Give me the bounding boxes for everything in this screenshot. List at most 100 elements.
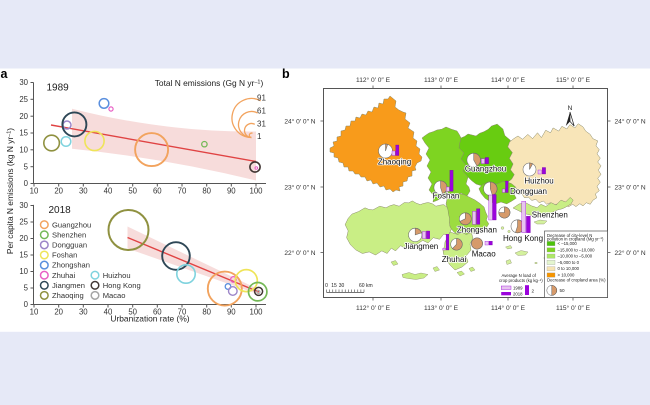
svg-text:50: 50 bbox=[128, 187, 137, 196]
svg-text:22° 0′ 0″ N: 22° 0′ 0″ N bbox=[615, 249, 646, 257]
svg-text:Jiangmen: Jiangmen bbox=[52, 281, 85, 290]
svg-text:Dongguan: Dongguan bbox=[52, 241, 87, 250]
svg-text:114° 0′ 0″ E: 114° 0′ 0″ E bbox=[491, 76, 526, 84]
svg-text:–15,000 to –10,000: –15,000 to –10,000 bbox=[558, 247, 596, 252]
svg-text:0 to 10,000: 0 to 10,000 bbox=[558, 266, 580, 271]
svg-text:115° 0′ 0″ E: 115° 0′ 0″ E bbox=[556, 76, 591, 84]
svg-text:20: 20 bbox=[54, 187, 63, 196]
svg-text:100: 100 bbox=[249, 308, 263, 317]
svg-text:10: 10 bbox=[30, 187, 39, 196]
svg-text:b: b bbox=[282, 67, 290, 81]
svg-text:Hong Kong: Hong Kong bbox=[103, 281, 141, 290]
svg-text:Per capita N emissions (kg N y: Per capita N emissions (kg N yr–1) bbox=[5, 128, 15, 254]
svg-text:15: 15 bbox=[331, 283, 337, 289]
svg-text:Urbanization rate (%): Urbanization rate (%) bbox=[110, 314, 189, 324]
svg-text:–10,000 to –5,000: –10,000 to –5,000 bbox=[558, 254, 593, 259]
svg-text:10: 10 bbox=[19, 145, 28, 154]
svg-text:61: 61 bbox=[257, 107, 266, 116]
svg-text:113° 0′ 0″ E: 113° 0′ 0″ E bbox=[424, 304, 459, 312]
svg-text:Guangzhou: Guangzhou bbox=[465, 165, 506, 174]
svg-text:113° 0′ 0″ E: 113° 0′ 0″ E bbox=[424, 76, 459, 84]
svg-text:90: 90 bbox=[227, 308, 236, 317]
svg-text:Total N emissions (Gg N yr–1): Total N emissions (Gg N yr–1) bbox=[155, 78, 264, 88]
svg-text:Zhaoqing: Zhaoqing bbox=[378, 158, 411, 167]
svg-text:a: a bbox=[1, 67, 9, 81]
svg-text:20: 20 bbox=[54, 308, 63, 317]
svg-text:Huizhou: Huizhou bbox=[524, 177, 553, 186]
svg-text:Hong Kong: Hong Kong bbox=[503, 234, 543, 243]
svg-text:Zhuhai: Zhuhai bbox=[52, 271, 76, 280]
svg-text:2018: 2018 bbox=[49, 205, 72, 216]
svg-text:Macao: Macao bbox=[472, 250, 497, 259]
svg-text:30: 30 bbox=[79, 308, 88, 317]
svg-text:23° 0′ 0″ N: 23° 0′ 0″ N bbox=[284, 183, 315, 191]
svg-text:50: 50 bbox=[128, 308, 137, 317]
svg-text:1: 1 bbox=[257, 132, 262, 141]
svg-text:112° 0′ 0″ E: 112° 0′ 0″ E bbox=[356, 76, 391, 84]
svg-text:15: 15 bbox=[19, 251, 28, 260]
svg-text:10: 10 bbox=[19, 267, 28, 276]
svg-text:crop products (kg kg–1): crop products (kg kg–1) bbox=[499, 278, 543, 283]
svg-text:70: 70 bbox=[178, 187, 187, 196]
svg-text:15: 15 bbox=[19, 129, 28, 138]
svg-text:31: 31 bbox=[257, 120, 266, 129]
svg-text:60: 60 bbox=[153, 308, 162, 317]
svg-text:25: 25 bbox=[19, 218, 28, 227]
svg-text:40: 40 bbox=[104, 308, 113, 317]
svg-text:Zhuhai: Zhuhai bbox=[442, 255, 467, 264]
svg-text:2018: 2018 bbox=[513, 291, 523, 296]
svg-text:50: 50 bbox=[560, 288, 566, 293]
svg-text:pollution in cropland (Mg yr–1: pollution in cropland (Mg yr–1) bbox=[547, 236, 604, 241]
svg-text:2: 2 bbox=[532, 289, 535, 294]
svg-text:Dongguan: Dongguan bbox=[510, 187, 547, 196]
svg-text:30: 30 bbox=[79, 187, 88, 196]
svg-text:24° 0′ 0″ N: 24° 0′ 0″ N bbox=[284, 117, 315, 125]
svg-text:Foshan: Foshan bbox=[433, 192, 460, 201]
svg-text:< –15,000: < –15,000 bbox=[558, 241, 578, 246]
svg-text:Zhongshan: Zhongshan bbox=[52, 261, 90, 270]
svg-text:N: N bbox=[568, 105, 573, 112]
svg-text:20: 20 bbox=[19, 112, 28, 121]
svg-text:22° 0′ 0″ N: 22° 0′ 0″ N bbox=[284, 249, 315, 257]
svg-text:0: 0 bbox=[24, 300, 29, 309]
svg-text:23° 0′ 0″ N: 23° 0′ 0″ N bbox=[615, 183, 646, 191]
svg-text:30: 30 bbox=[339, 283, 345, 289]
svg-text:70: 70 bbox=[178, 308, 187, 317]
svg-text:114° 0′ 0″ E: 114° 0′ 0″ E bbox=[491, 304, 526, 312]
svg-text:1989: 1989 bbox=[47, 83, 70, 94]
svg-text:Foshan: Foshan bbox=[52, 251, 77, 260]
svg-text:Decrease of city-level N: Decrease of city-level N bbox=[547, 233, 592, 238]
svg-text:91: 91 bbox=[257, 94, 266, 103]
svg-text:Jiangmen: Jiangmen bbox=[404, 242, 439, 251]
svg-text:Macao: Macao bbox=[103, 291, 126, 300]
svg-text:> 10,000: > 10,000 bbox=[558, 273, 575, 278]
svg-text:Guangzhou: Guangzhou bbox=[52, 220, 91, 229]
svg-text:Average N load of: Average N load of bbox=[502, 273, 537, 278]
svg-text:Huizhou: Huizhou bbox=[103, 271, 131, 280]
svg-text:Zhaoqing: Zhaoqing bbox=[52, 291, 84, 300]
svg-text:90: 90 bbox=[227, 187, 236, 196]
svg-text:Shenzhen: Shenzhen bbox=[532, 210, 568, 219]
svg-text:112° 0′ 0″ E: 112° 0′ 0″ E bbox=[356, 304, 391, 312]
svg-text:100: 100 bbox=[249, 187, 263, 196]
svg-text:60: 60 bbox=[153, 187, 162, 196]
svg-text:0: 0 bbox=[325, 283, 328, 289]
svg-text:115° 0′ 0″ E: 115° 0′ 0″ E bbox=[556, 304, 591, 312]
svg-text:80: 80 bbox=[202, 308, 211, 317]
svg-text:24° 0′ 0″ N: 24° 0′ 0″ N bbox=[615, 117, 646, 125]
svg-text:Zhongshan: Zhongshan bbox=[457, 226, 497, 235]
svg-text:10: 10 bbox=[30, 308, 39, 317]
svg-text:40: 40 bbox=[104, 187, 113, 196]
svg-text:5: 5 bbox=[24, 162, 29, 171]
svg-text:20: 20 bbox=[19, 234, 28, 243]
svg-text:30: 30 bbox=[19, 78, 28, 87]
svg-text:0: 0 bbox=[24, 179, 29, 188]
svg-text:30: 30 bbox=[19, 201, 28, 210]
svg-text:Decrease of cropland area (%): Decrease of cropland area (%) bbox=[547, 278, 606, 283]
svg-text:Shenzhen: Shenzhen bbox=[52, 230, 86, 239]
svg-text:5: 5 bbox=[24, 284, 29, 293]
svg-text:–5,000 to 0: –5,000 to 0 bbox=[558, 260, 580, 265]
svg-text:80: 80 bbox=[202, 187, 211, 196]
svg-text:1989: 1989 bbox=[513, 285, 523, 290]
svg-text:60 km: 60 km bbox=[359, 283, 373, 289]
